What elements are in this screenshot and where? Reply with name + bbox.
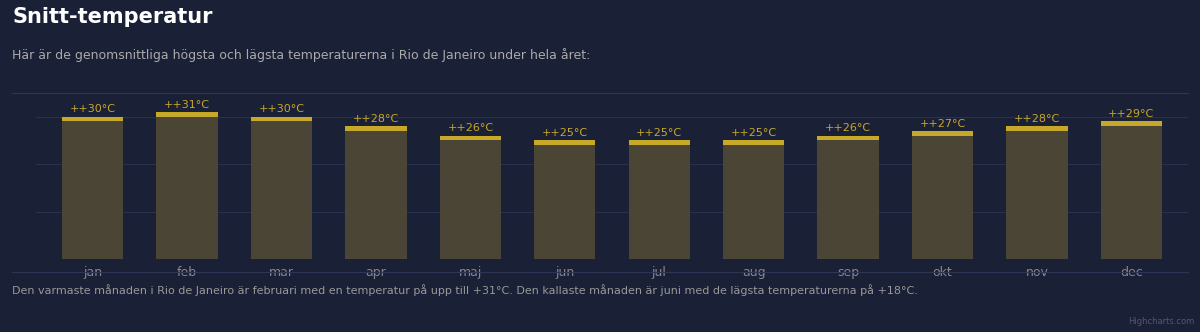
Text: Den varmaste månaden i Rio de Janeiro är februari med en temperatur på upp till : Den varmaste månaden i Rio de Janeiro är… — [12, 284, 918, 296]
Text: Snitt-temperatur: Snitt-temperatur — [12, 7, 212, 28]
Bar — [62, 117, 124, 259]
Bar — [251, 117, 312, 259]
Text: ++30°C: ++30°C — [258, 104, 305, 114]
Text: ++25°C: ++25°C — [541, 128, 588, 138]
Text: ++26°C: ++26°C — [826, 123, 871, 133]
Text: ++28°C: ++28°C — [353, 114, 400, 124]
Bar — [817, 136, 878, 259]
Text: ++29°C: ++29°C — [1109, 109, 1154, 119]
Bar — [629, 140, 690, 259]
Bar — [912, 131, 973, 259]
Bar — [439, 136, 502, 259]
Text: ++27°C: ++27°C — [919, 119, 966, 128]
Text: ++28°C: ++28°C — [1014, 114, 1060, 124]
Text: ++25°C: ++25°C — [636, 128, 683, 138]
Bar — [534, 140, 595, 145]
Bar — [534, 140, 595, 259]
Text: Här är de genomsnittliga högsta och lägsta temperaturerna i Rio de Janeiro under: Här är de genomsnittliga högsta och lägs… — [12, 48, 590, 62]
Bar — [912, 131, 973, 136]
Bar — [1100, 122, 1162, 126]
Bar — [817, 136, 878, 140]
Bar — [722, 140, 785, 145]
Text: ++26°C: ++26°C — [448, 123, 493, 133]
Bar — [1007, 126, 1068, 259]
Bar — [629, 140, 690, 145]
Text: ++25°C: ++25°C — [731, 128, 776, 138]
Bar — [251, 117, 312, 122]
Text: ++30°C: ++30°C — [70, 104, 115, 114]
Bar — [156, 112, 217, 117]
Bar — [62, 117, 124, 122]
Bar — [346, 126, 407, 259]
Bar — [156, 112, 217, 259]
Bar — [439, 136, 502, 140]
Bar — [346, 126, 407, 131]
Bar — [722, 140, 785, 259]
Text: Highcharts.com: Highcharts.com — [1128, 317, 1194, 326]
Text: ++31°C: ++31°C — [164, 100, 210, 110]
Bar — [1100, 122, 1162, 259]
Bar — [1007, 126, 1068, 131]
